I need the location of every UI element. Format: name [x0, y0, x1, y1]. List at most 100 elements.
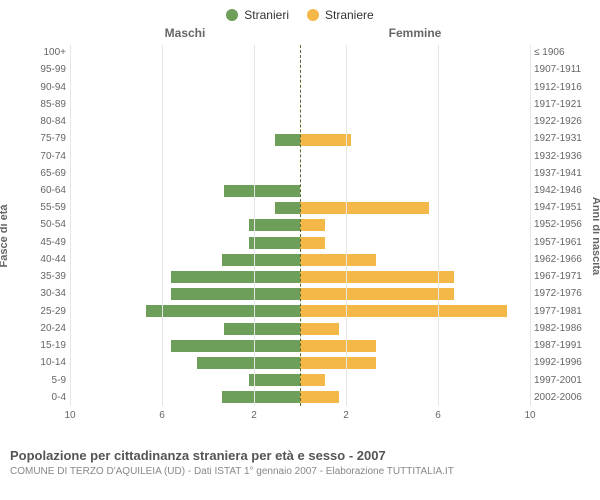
gridline	[438, 45, 439, 406]
bar-female	[300, 134, 351, 146]
legend-label-female: Straniere	[325, 8, 374, 22]
ylabel-age: 55-59	[6, 199, 66, 216]
bar-male	[171, 340, 300, 352]
ylabel-age: 100+	[6, 44, 66, 61]
ylabels-birth: ≤ 19061907-19111912-19161917-19211922-19…	[534, 44, 594, 406]
bar-male	[171, 271, 300, 283]
bar-male	[222, 391, 300, 403]
bar-male	[171, 288, 300, 300]
ylabel-birth: 1977-1981	[534, 303, 594, 320]
bar-female	[300, 357, 376, 369]
ylabel-age: 60-64	[6, 182, 66, 199]
chart-title: Popolazione per cittadinanza straniera p…	[10, 448, 590, 465]
ylabel-birth: 1912-1916	[534, 78, 594, 95]
gender-headers: Maschi Femmine	[70, 26, 530, 44]
ylabel-age: 80-84	[6, 113, 66, 130]
ylabel-age: 40-44	[6, 251, 66, 268]
ylabels-age: 100+95-9990-9485-8980-8475-7970-7465-696…	[6, 44, 66, 406]
ylabel-age: 35-39	[6, 268, 66, 285]
ylabel-birth: ≤ 1906	[534, 44, 594, 61]
legend-swatch-female	[307, 9, 319, 21]
gridline	[346, 45, 347, 406]
ylabel-birth: 1997-2001	[534, 371, 594, 388]
ylabel-birth: 1962-1966	[534, 251, 594, 268]
plot-area	[70, 44, 530, 406]
bar-male	[275, 202, 300, 214]
ylabel-age: 45-49	[6, 234, 66, 251]
ylabel-age: 0-4	[6, 389, 66, 406]
bar-male	[224, 323, 300, 335]
bar-male	[146, 305, 300, 317]
xtick-label: 2	[251, 410, 257, 421]
bar-male	[249, 237, 300, 249]
ylabel-birth: 1907-1911	[534, 61, 594, 78]
bar-female	[300, 219, 325, 231]
legend-label-male: Stranieri	[244, 8, 289, 22]
ylabel-age: 50-54	[6, 216, 66, 233]
population-pyramid-chart: Fasce di età Anni di nascita Maschi Femm…	[0, 26, 600, 446]
ylabel-age: 5-9	[6, 371, 66, 388]
xtick-label: 10	[64, 410, 75, 421]
ylabel-birth: 2002-2006	[534, 389, 594, 406]
gridline	[70, 45, 71, 406]
bar-female	[300, 391, 339, 403]
bar-male	[249, 219, 300, 231]
ylabel-birth: 1982-1986	[534, 320, 594, 337]
ylabel-age: 95-99	[6, 61, 66, 78]
bar-male	[222, 254, 300, 266]
xtick-label: 10	[524, 410, 535, 421]
ylabel-birth: 1987-1991	[534, 337, 594, 354]
bar-female	[300, 254, 376, 266]
gridline	[530, 45, 531, 406]
chart-subtitle: COMUNE DI TERZO D'AQUILEIA (UD) - Dati I…	[10, 465, 590, 478]
ylabel-age: 75-79	[6, 130, 66, 147]
ylabel-age: 15-19	[6, 337, 66, 354]
bar-female	[300, 271, 454, 283]
bar-female	[300, 323, 339, 335]
ylabel-age: 85-89	[6, 96, 66, 113]
ylabel-birth: 1917-1921	[534, 96, 594, 113]
bar-male	[275, 134, 300, 146]
ylabel-age: 70-74	[6, 147, 66, 164]
legend: Stranieri Straniere	[0, 0, 600, 26]
bar-female	[300, 374, 325, 386]
header-male: Maschi	[70, 26, 300, 44]
ylabel-age: 25-29	[6, 303, 66, 320]
bar-female	[300, 305, 507, 317]
bar-female	[300, 202, 429, 214]
ylabel-birth: 1922-1926	[534, 113, 594, 130]
ylabel-birth: 1972-1976	[534, 285, 594, 302]
ylabel-birth: 1932-1936	[534, 147, 594, 164]
bar-female	[300, 340, 376, 352]
bar-male	[197, 357, 301, 369]
ylabel-birth: 1947-1951	[534, 199, 594, 216]
legend-swatch-male	[226, 9, 238, 21]
ylabel-birth: 1957-1961	[534, 234, 594, 251]
ylabel-age: 90-94	[6, 78, 66, 95]
bar-male	[249, 374, 300, 386]
center-divider	[300, 45, 301, 406]
ylabel-age: 20-24	[6, 320, 66, 337]
ylabel-age: 30-34	[6, 285, 66, 302]
xtick-label: 6	[435, 410, 441, 421]
legend-item-female: Straniere	[307, 8, 374, 22]
ylabel-birth: 1952-1956	[534, 216, 594, 233]
bar-female	[300, 288, 454, 300]
legend-item-male: Stranieri	[226, 8, 289, 22]
ylabel-birth: 1927-1931	[534, 130, 594, 147]
gridline	[254, 45, 255, 406]
ylabel-birth: 1942-1946	[534, 182, 594, 199]
ylabel-birth: 1967-1971	[534, 268, 594, 285]
ylabel-birth: 1992-1996	[534, 354, 594, 371]
bar-male	[224, 185, 300, 197]
xaxis-ticks: 10622610	[70, 410, 530, 424]
gridline	[162, 45, 163, 406]
bar-female	[300, 237, 325, 249]
chart-footer: Popolazione per cittadinanza straniera p…	[0, 446, 600, 478]
ylabel-birth: 1937-1941	[534, 165, 594, 182]
ylabel-age: 65-69	[6, 165, 66, 182]
header-female: Femmine	[300, 26, 530, 44]
xtick-label: 2	[343, 410, 349, 421]
ylabel-age: 10-14	[6, 354, 66, 371]
xtick-label: 6	[159, 410, 165, 421]
